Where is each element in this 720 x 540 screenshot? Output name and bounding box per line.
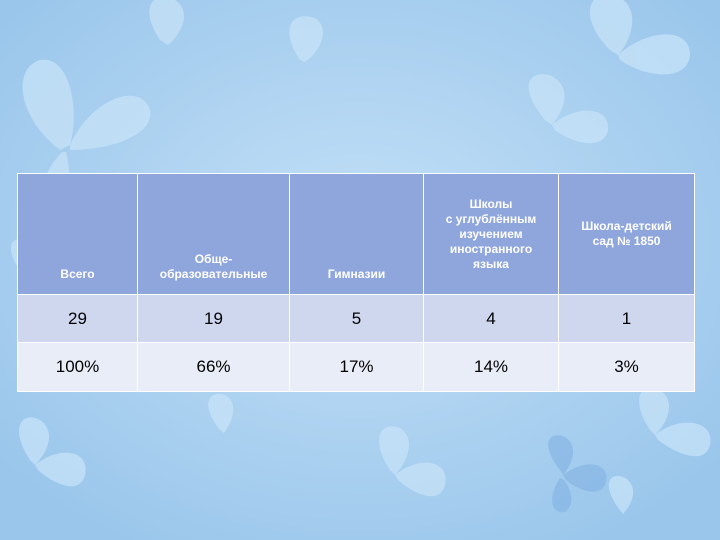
table-cell: 14% <box>423 342 559 392</box>
table-cell: 4 <box>423 294 559 343</box>
header-cell-gymnasiums: Гимназии <box>289 173 424 295</box>
header-cell-school-kindergarten: Школа-детский сад № 1850 <box>558 173 695 295</box>
header-cell-total: Всего <box>17 173 138 295</box>
school-statistics-table: Всего Обще- образовательные Гимназии Шко… <box>17 173 695 392</box>
table-cell: 100% <box>17 342 138 392</box>
table-cell: 1 <box>558 294 695 343</box>
table-cell: 17% <box>289 342 424 392</box>
header-cell-general-schools: Обще- образовательные <box>137 173 290 295</box>
table-cell: 29 <box>17 294 138 343</box>
table-row-percentages: 100% 66% 17% 14% 3% <box>17 342 695 392</box>
table-cell: 3% <box>558 342 695 392</box>
table-row-counts: 29 19 5 4 1 <box>17 294 695 343</box>
statistics-table-container: Всего Обще- образовательные Гимназии Шко… <box>17 173 695 392</box>
header-cell-language-schools: Школы с углублённым изучением иностранно… <box>423 173 559 295</box>
table-cell: 19 <box>137 294 290 343</box>
table-cell: 66% <box>137 342 290 392</box>
table-header-row: Всего Обще- образовательные Гимназии Шко… <box>17 173 695 295</box>
table-cell: 5 <box>289 294 424 343</box>
